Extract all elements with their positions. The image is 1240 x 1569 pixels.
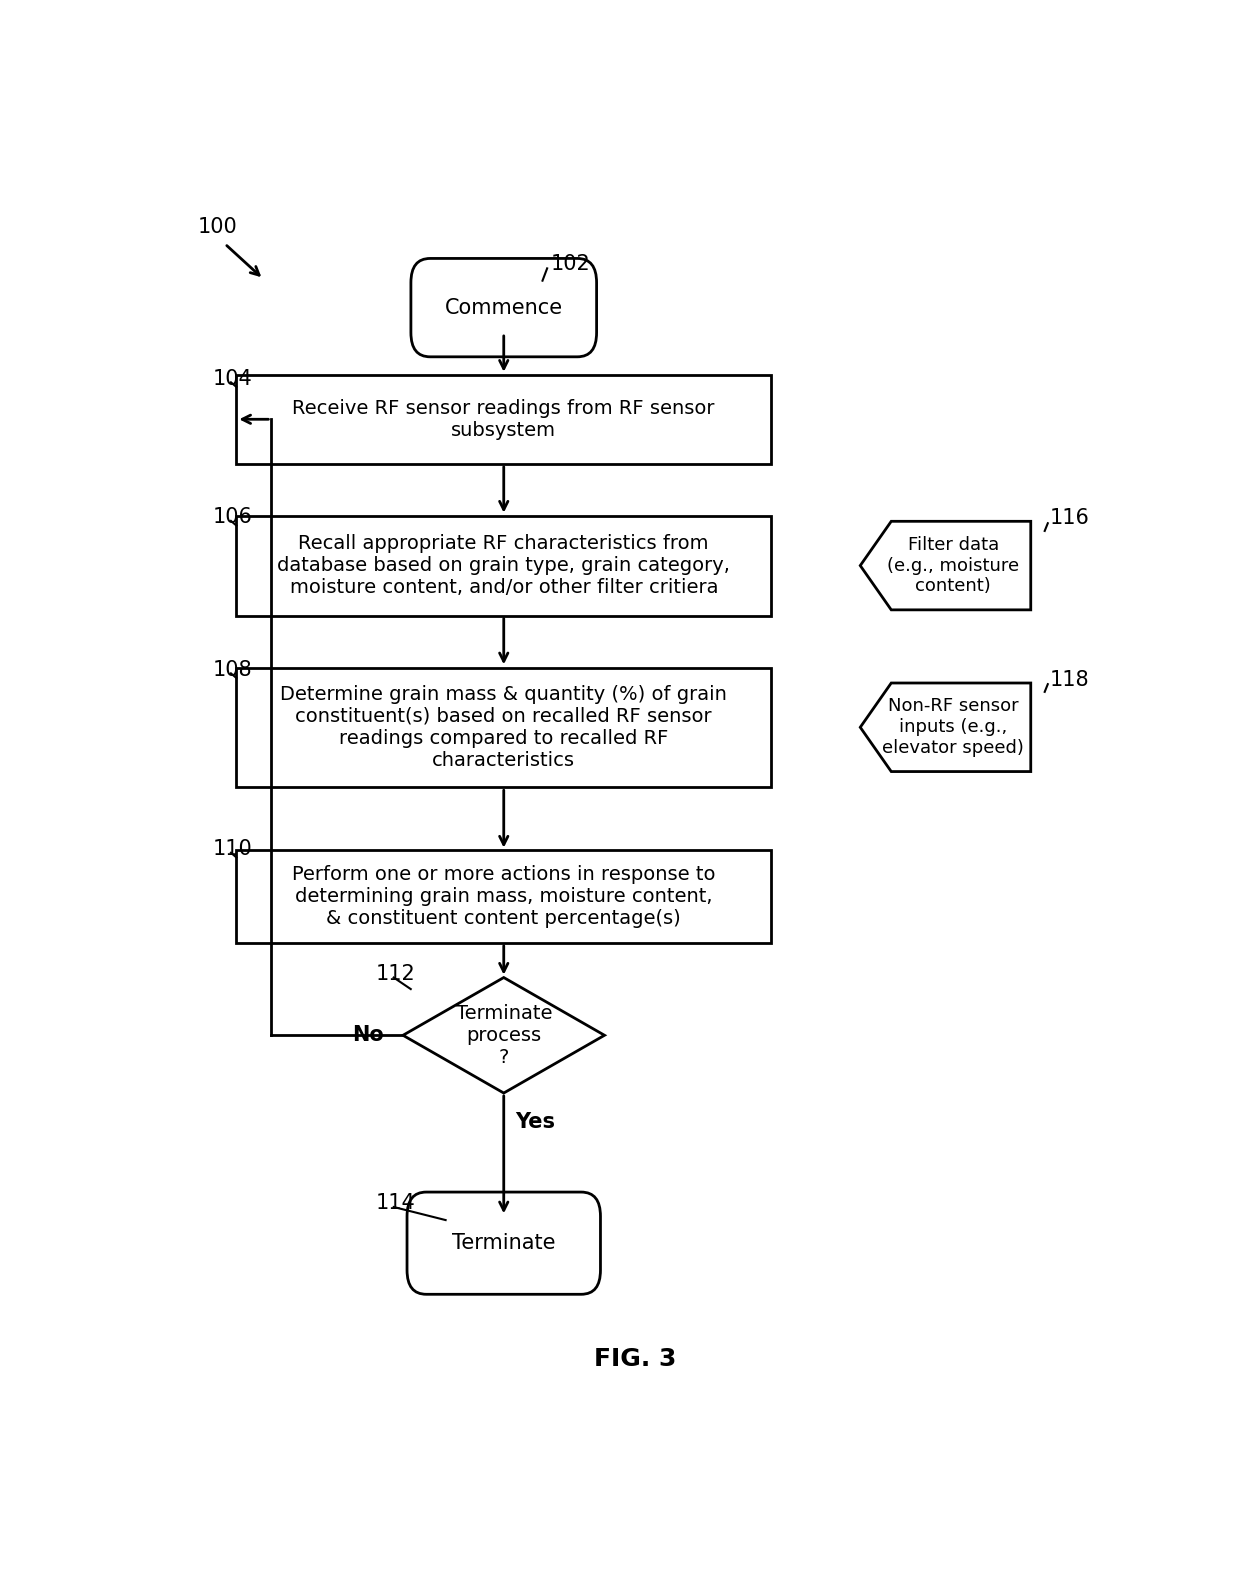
Text: Commence: Commence [445, 298, 563, 317]
Text: 108: 108 [213, 659, 253, 679]
Text: Determine grain mass & quantity (%) of grain
constituent(s) based on recalled RF: Determine grain mass & quantity (%) of g… [280, 684, 727, 770]
Text: Yes: Yes [516, 1112, 556, 1133]
Text: Non-RF sensor
inputs (e.g.,
elevator speed): Non-RF sensor inputs (e.g., elevator spe… [883, 698, 1024, 758]
Text: Receive RF sensor readings from RF sensor
subsystem: Receive RF sensor readings from RF senso… [293, 399, 715, 439]
Text: 104: 104 [213, 369, 253, 389]
Polygon shape [861, 683, 1030, 772]
Text: Perform one or more actions in response to
determining grain mass, moisture cont: Perform one or more actions in response … [291, 865, 715, 929]
Text: 110: 110 [213, 839, 253, 858]
Text: 106: 106 [213, 507, 253, 527]
Text: Terminate
process
?: Terminate process ? [455, 1004, 552, 1067]
Text: 112: 112 [376, 963, 415, 984]
Text: Terminate: Terminate [453, 1233, 556, 1254]
Bar [237, 850, 771, 943]
Bar [237, 516, 771, 615]
Text: 102: 102 [551, 254, 590, 273]
Text: 118: 118 [1050, 670, 1090, 689]
Text: No: No [352, 1025, 383, 1045]
Text: 114: 114 [376, 1192, 415, 1213]
Text: 116: 116 [1050, 508, 1090, 527]
Polygon shape [403, 977, 605, 1094]
Bar [237, 375, 771, 463]
Text: FIG. 3: FIG. 3 [594, 1346, 677, 1371]
Text: Recall appropriate RF characteristics from
database based on grain type, grain c: Recall appropriate RF characteristics fr… [278, 533, 730, 598]
FancyBboxPatch shape [410, 259, 596, 356]
Text: Filter data
(e.g., moisture
content): Filter data (e.g., moisture content) [887, 535, 1019, 595]
FancyBboxPatch shape [407, 1192, 600, 1294]
Text: 100: 100 [197, 217, 237, 237]
Polygon shape [861, 521, 1030, 610]
Bar [237, 667, 771, 788]
